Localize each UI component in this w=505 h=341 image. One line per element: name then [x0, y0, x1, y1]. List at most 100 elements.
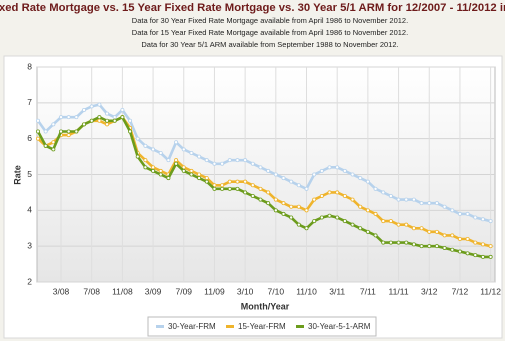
- data-point: [480, 254, 485, 259]
- data-point: [327, 190, 332, 195]
- data-point: [235, 158, 240, 163]
- data-point: [59, 129, 64, 134]
- data-point: [258, 186, 263, 191]
- data-point: [373, 186, 378, 191]
- data-point: [243, 158, 248, 163]
- data-point: [135, 154, 140, 159]
- data-point: [411, 226, 416, 231]
- data-point: [151, 168, 156, 173]
- data-point: [304, 226, 309, 231]
- data-point: [258, 165, 263, 170]
- x-tick-label: 11/08: [112, 286, 133, 296]
- data-point: [74, 115, 79, 120]
- data-point: [89, 104, 94, 109]
- data-point: [112, 118, 117, 123]
- data-point: [350, 197, 355, 202]
- data-point: [181, 168, 186, 173]
- x-tick-label: 3/09: [145, 286, 162, 296]
- data-point: [281, 211, 286, 216]
- data-point: [197, 172, 202, 177]
- subtitle: Data for 30 Year 5/1 ARM available from …: [141, 40, 398, 49]
- data-point: [304, 186, 309, 191]
- data-point: [335, 215, 340, 220]
- data-point: [350, 222, 355, 227]
- data-point: [457, 211, 462, 216]
- data-point: [43, 143, 48, 148]
- data-point: [189, 150, 194, 155]
- data-point: [266, 201, 271, 206]
- data-point: [396, 197, 401, 202]
- data-point: [273, 208, 278, 213]
- data-point: [220, 183, 225, 188]
- data-point: [419, 201, 424, 206]
- legend: [147, 316, 377, 337]
- data-point: [273, 172, 278, 177]
- data-point: [404, 197, 409, 202]
- data-point: [312, 219, 317, 224]
- data-point: [296, 222, 301, 227]
- data-point: [227, 158, 232, 163]
- data-point: [365, 208, 370, 213]
- data-point: [143, 158, 148, 163]
- data-point: [304, 208, 309, 213]
- data-point: [66, 133, 71, 138]
- data-point: [381, 219, 386, 224]
- data-point: [327, 165, 332, 170]
- data-point: [289, 204, 294, 209]
- data-point: [488, 219, 493, 224]
- x-tick-label: 3/11: [329, 286, 345, 296]
- data-point: [105, 111, 110, 116]
- data-point: [112, 115, 117, 120]
- data-point: [189, 172, 194, 177]
- data-point: [365, 179, 370, 184]
- data-point: [411, 242, 416, 247]
- y-tick-label: 7: [27, 97, 32, 107]
- data-point: [488, 244, 493, 249]
- x-tick-label: 3/10: [237, 286, 254, 296]
- data-point: [135, 136, 140, 141]
- data-point: [212, 186, 217, 191]
- data-point: [151, 165, 156, 170]
- data-point: [465, 236, 470, 241]
- data-point: [166, 176, 171, 181]
- data-point: [158, 168, 163, 173]
- data-point: [442, 204, 447, 209]
- data-point: [296, 183, 301, 188]
- x-tick-label: 11/09: [204, 286, 225, 296]
- data-point: [388, 240, 393, 245]
- y-axis-label: Rate: [12, 165, 22, 185]
- data-point: [59, 115, 64, 120]
- data-point: [51, 122, 56, 127]
- data-point: [434, 201, 439, 206]
- data-point: [266, 168, 271, 173]
- data-point: [457, 249, 462, 254]
- data-point: [227, 179, 232, 184]
- data-point: [36, 118, 41, 123]
- data-point: [36, 129, 41, 134]
- data-point: [273, 197, 278, 202]
- data-point: [120, 115, 125, 120]
- data-point: [365, 229, 370, 234]
- data-point: [128, 129, 133, 134]
- data-point: [227, 186, 232, 191]
- data-point: [89, 118, 94, 123]
- chart-title: 30 Year Fixed Rate Mortgage vs. 15 Year …: [0, 2, 505, 14]
- data-point: [220, 186, 225, 191]
- data-point: [36, 136, 41, 141]
- legend-label: 15-Year-FRM: [238, 322, 286, 331]
- data-point: [373, 233, 378, 238]
- data-point: [411, 197, 416, 202]
- data-point: [350, 172, 355, 177]
- y-tick-label: 5: [27, 169, 32, 179]
- data-point: [427, 244, 432, 249]
- data-point: [427, 201, 432, 206]
- data-point: [105, 122, 110, 127]
- data-point: [404, 222, 409, 227]
- data-point: [335, 165, 340, 170]
- data-point: [243, 179, 248, 184]
- x-tick-label: 7/09: [175, 286, 192, 296]
- data-point: [174, 140, 179, 145]
- data-point: [480, 242, 485, 247]
- data-point: [319, 168, 324, 173]
- y-tick-label: 2: [27, 276, 32, 286]
